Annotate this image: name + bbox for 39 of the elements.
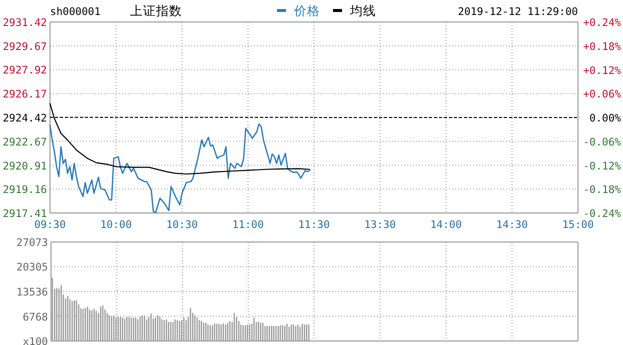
y-tick-label: 13536 — [16, 286, 48, 298]
y2-tick-label: -0.06% — [583, 136, 622, 148]
x-tick-label: 10:30 — [166, 219, 198, 231]
y-tick-label: 2917.41 — [2, 208, 47, 220]
y-tick-label: 27073 — [16, 237, 48, 249]
x-tick-label: 11:00 — [232, 219, 264, 231]
y-tick-label: 2931.42 — [2, 17, 47, 29]
y-tick-label: 2929.67 — [2, 40, 47, 53]
x-tick-label: 10:00 — [100, 219, 132, 231]
x-tick-label: 14:00 — [430, 219, 462, 231]
y-tick-label: x100 — [22, 336, 48, 345]
y-tick-label: 2927.92 — [2, 64, 47, 77]
y-tick-label: 2924.42 — [2, 112, 47, 124]
y2-tick-label: +0.24% — [583, 17, 622, 29]
legend-label: 价格 — [293, 3, 320, 18]
x-tick-label: 13:30 — [364, 219, 396, 231]
y-tick-label: 2926.17 — [2, 88, 47, 101]
legend-label: 均线 — [349, 3, 376, 18]
y2-tick-label: -0.18% — [583, 184, 622, 196]
text: sh000001 — [50, 6, 101, 18]
y2-tick-label: +0.06% — [583, 88, 622, 101]
x-tick-label: 14:30 — [496, 219, 528, 231]
y2-tick-label: 0.00% — [589, 112, 622, 124]
y-tick-label: 2920.91 — [2, 160, 47, 172]
y-tick-label: 6768 — [22, 311, 48, 324]
y2-tick-label: +0.12% — [583, 64, 622, 77]
y2-tick-label: -0.24% — [583, 208, 622, 220]
line-series — [49, 123, 310, 214]
chart-title: 上证指数 — [130, 3, 182, 18]
x-tick-label: 11:30 — [298, 219, 330, 231]
y2-tick-label: -0.12% — [583, 160, 622, 172]
y-tick-label: 2922.67 — [2, 136, 47, 148]
x-tick-label: 09:30 — [34, 219, 66, 231]
x-tick-label: 15:00 — [562, 219, 594, 231]
y-tick-label: 2919.16 — [2, 184, 47, 196]
line-series — [49, 102, 310, 175]
y2-tick-label: +0.18% — [583, 40, 622, 53]
text: 2019-12-12 11:29:00 — [458, 6, 578, 18]
y-tick-label: 20305 — [16, 262, 48, 274]
